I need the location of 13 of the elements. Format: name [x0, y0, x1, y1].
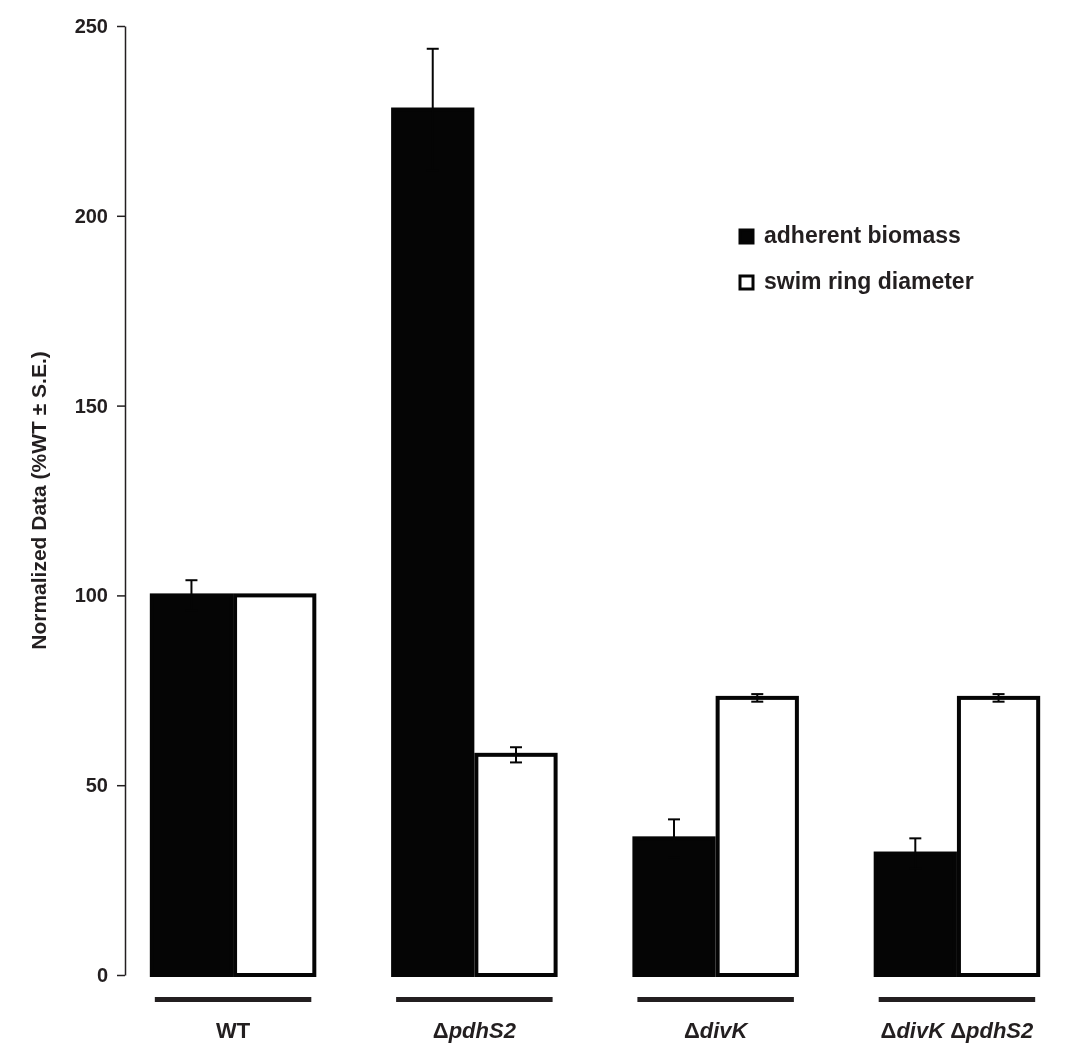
y-tick-label: 200: [74, 204, 108, 227]
x-tick-label: WT: [215, 1018, 251, 1043]
y-tick-label: 100: [74, 584, 108, 607]
legend-label: swim ring diameter: [764, 268, 974, 294]
x-tick-label: ΔdivK ΔpdhS2: [880, 1018, 1035, 1043]
y-tick-label: 250: [74, 14, 108, 37]
legend-label: adherent biomass: [764, 222, 961, 248]
y-tick-label: 0: [96, 963, 108, 986]
x-tick-label: ΔdivK: [683, 1018, 750, 1043]
x-tick-label: ΔpdhS2: [432, 1018, 517, 1043]
y-axis-title: Normalized Data (%WT ± S.E.): [27, 351, 50, 650]
y-tick-label: 150: [74, 394, 108, 417]
y-tick-label: 50: [85, 774, 108, 797]
